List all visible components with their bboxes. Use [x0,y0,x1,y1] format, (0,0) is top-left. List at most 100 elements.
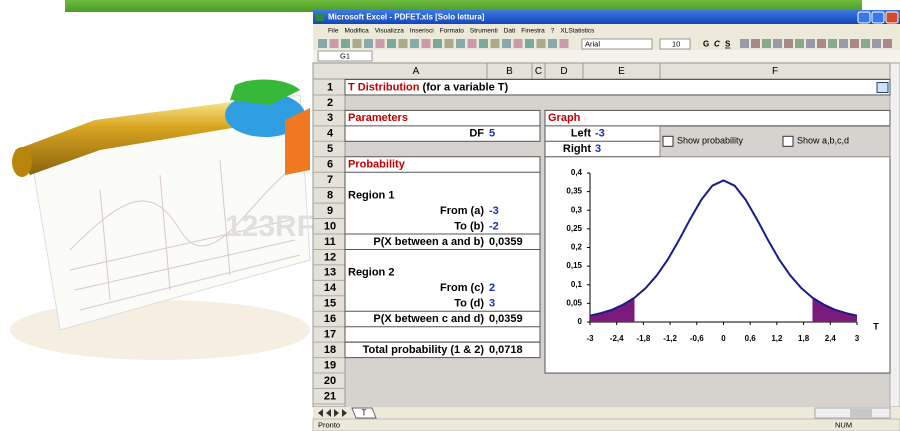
tool-icon[interactable] [560,39,569,48]
tool-icon[interactable] [364,39,373,48]
tool-icon[interactable] [468,39,477,48]
cell-text: 5 [489,128,495,140]
menu-bar: File Modifica Visualizza Inserisci Formato St… [313,24,900,37]
tool-icon[interactable] [525,39,534,48]
menu-item[interactable]: Inserisci [410,28,434,35]
tool-icon[interactable] [537,39,546,48]
tool-icon[interactable] [762,39,771,48]
minimize-button[interactable] [858,12,870,23]
menu-item[interactable]: Modifica [344,28,369,35]
num-lock: NUM [835,420,852,429]
tool-icon[interactable] [399,39,408,48]
menu-item[interactable]: Dati [504,28,516,35]
tool-icon[interactable] [548,39,557,48]
menu-item[interactable]: XLStatistics [560,28,595,35]
column-header[interactable]: C [535,66,542,77]
row-header[interactable]: 3 [327,112,333,124]
maximize-button[interactable] [872,12,884,23]
row-header[interactable]: 1 [327,81,333,93]
italic-button[interactable]: C [714,40,720,49]
row-header[interactable]: 19 [324,359,336,371]
checkbox[interactable] [783,136,793,146]
cell-text: To (d) [454,298,484,310]
tool-icon[interactable] [456,39,465,48]
tool-icon[interactable] [839,39,848,48]
tool-icon[interactable] [502,39,511,48]
tool-icon[interactable] [806,39,815,48]
window-title: Microsoft Excel - PDFET.xls [Solo lettur… [328,13,485,22]
tool-icon[interactable] [376,39,385,48]
row-header[interactable]: 21 [324,390,336,402]
row-header[interactable]: 6 [327,159,333,171]
shadow [10,300,310,360]
close-button[interactable] [886,12,898,23]
row-header[interactable]: 8 [327,189,333,201]
tool-icon[interactable] [872,39,881,48]
cell-text: 0,0359 [489,313,523,325]
tool-icon[interactable] [850,39,859,48]
tool-icon[interactable] [433,39,442,48]
tool-icon[interactable] [410,39,419,48]
y-tick-label: 0,1 [571,280,583,289]
column-header[interactable]: B [506,66,513,77]
row-header[interactable]: 7 [327,174,333,186]
tool-icon[interactable] [883,39,892,48]
nav-button[interactable] [877,83,888,93]
stock-image: 123RF [10,80,315,360]
column-header[interactable]: F [772,66,778,77]
tool-icon[interactable] [514,39,523,48]
row-header[interactable]: 18 [324,344,336,356]
status-bar [313,419,900,431]
tool-icon[interactable] [828,39,837,48]
tool-icon[interactable] [740,39,749,48]
row-header[interactable]: 17 [324,329,336,341]
menu-item[interactable]: File [328,28,339,35]
menu-item[interactable]: Visualizza [375,28,405,35]
tool-icon[interactable] [784,39,793,48]
row-header[interactable]: 12 [324,251,336,263]
tool-icon[interactable] [387,39,396,48]
h-scroll-thumb[interactable] [850,409,872,417]
row-header[interactable]: 2 [327,97,333,109]
tool-icon[interactable] [491,39,500,48]
tool-icon[interactable] [861,39,870,48]
tool-icon[interactable] [817,39,826,48]
tool-icon[interactable] [751,39,760,48]
tool-icon[interactable] [479,39,488,48]
tool-icon[interactable] [422,39,431,48]
row-header[interactable]: 20 [324,375,336,387]
tool-icon[interactable] [795,39,804,48]
tool-icon[interactable] [445,39,454,48]
probability-box [345,157,540,358]
column-header[interactable]: E [618,66,625,77]
tool-icon[interactable] [773,39,782,48]
row-header[interactable]: 16 [324,313,336,325]
cell-text: DF [469,128,484,140]
bold-button[interactable]: G [703,40,709,49]
row-header[interactable]: 11 [324,236,336,248]
tool-icon[interactable] [353,39,362,48]
row-header[interactable]: 14 [324,282,337,294]
row-header[interactable]: 13 [324,267,336,279]
menu-item[interactable]: ? [551,28,555,35]
menu-item[interactable]: Strumenti [470,28,498,35]
tool-icon[interactable] [318,39,327,48]
row-header[interactable]: 5 [327,143,333,155]
column-header[interactable]: D [560,66,567,77]
menu-item[interactable]: Formato [440,28,465,35]
y-tick-label: 0,35 [566,187,582,196]
menu-item[interactable]: Finestra [521,28,545,35]
column-header[interactable]: A [413,66,420,77]
tool-icon[interactable] [341,39,350,48]
y-tick-label: 0,2 [571,243,583,252]
tool-icon[interactable] [330,39,339,48]
row-header[interactable]: 9 [327,205,333,217]
cell-text: -2 [489,220,499,232]
row-header[interactable]: 15 [324,298,336,310]
checkbox[interactable] [663,136,673,146]
row-header[interactable]: 4 [327,128,334,140]
row-header[interactable]: 10 [324,220,336,232]
font-size: 10 [672,39,680,48]
underline-button[interactable]: S [725,40,731,49]
v-scrollbar[interactable] [890,63,900,407]
